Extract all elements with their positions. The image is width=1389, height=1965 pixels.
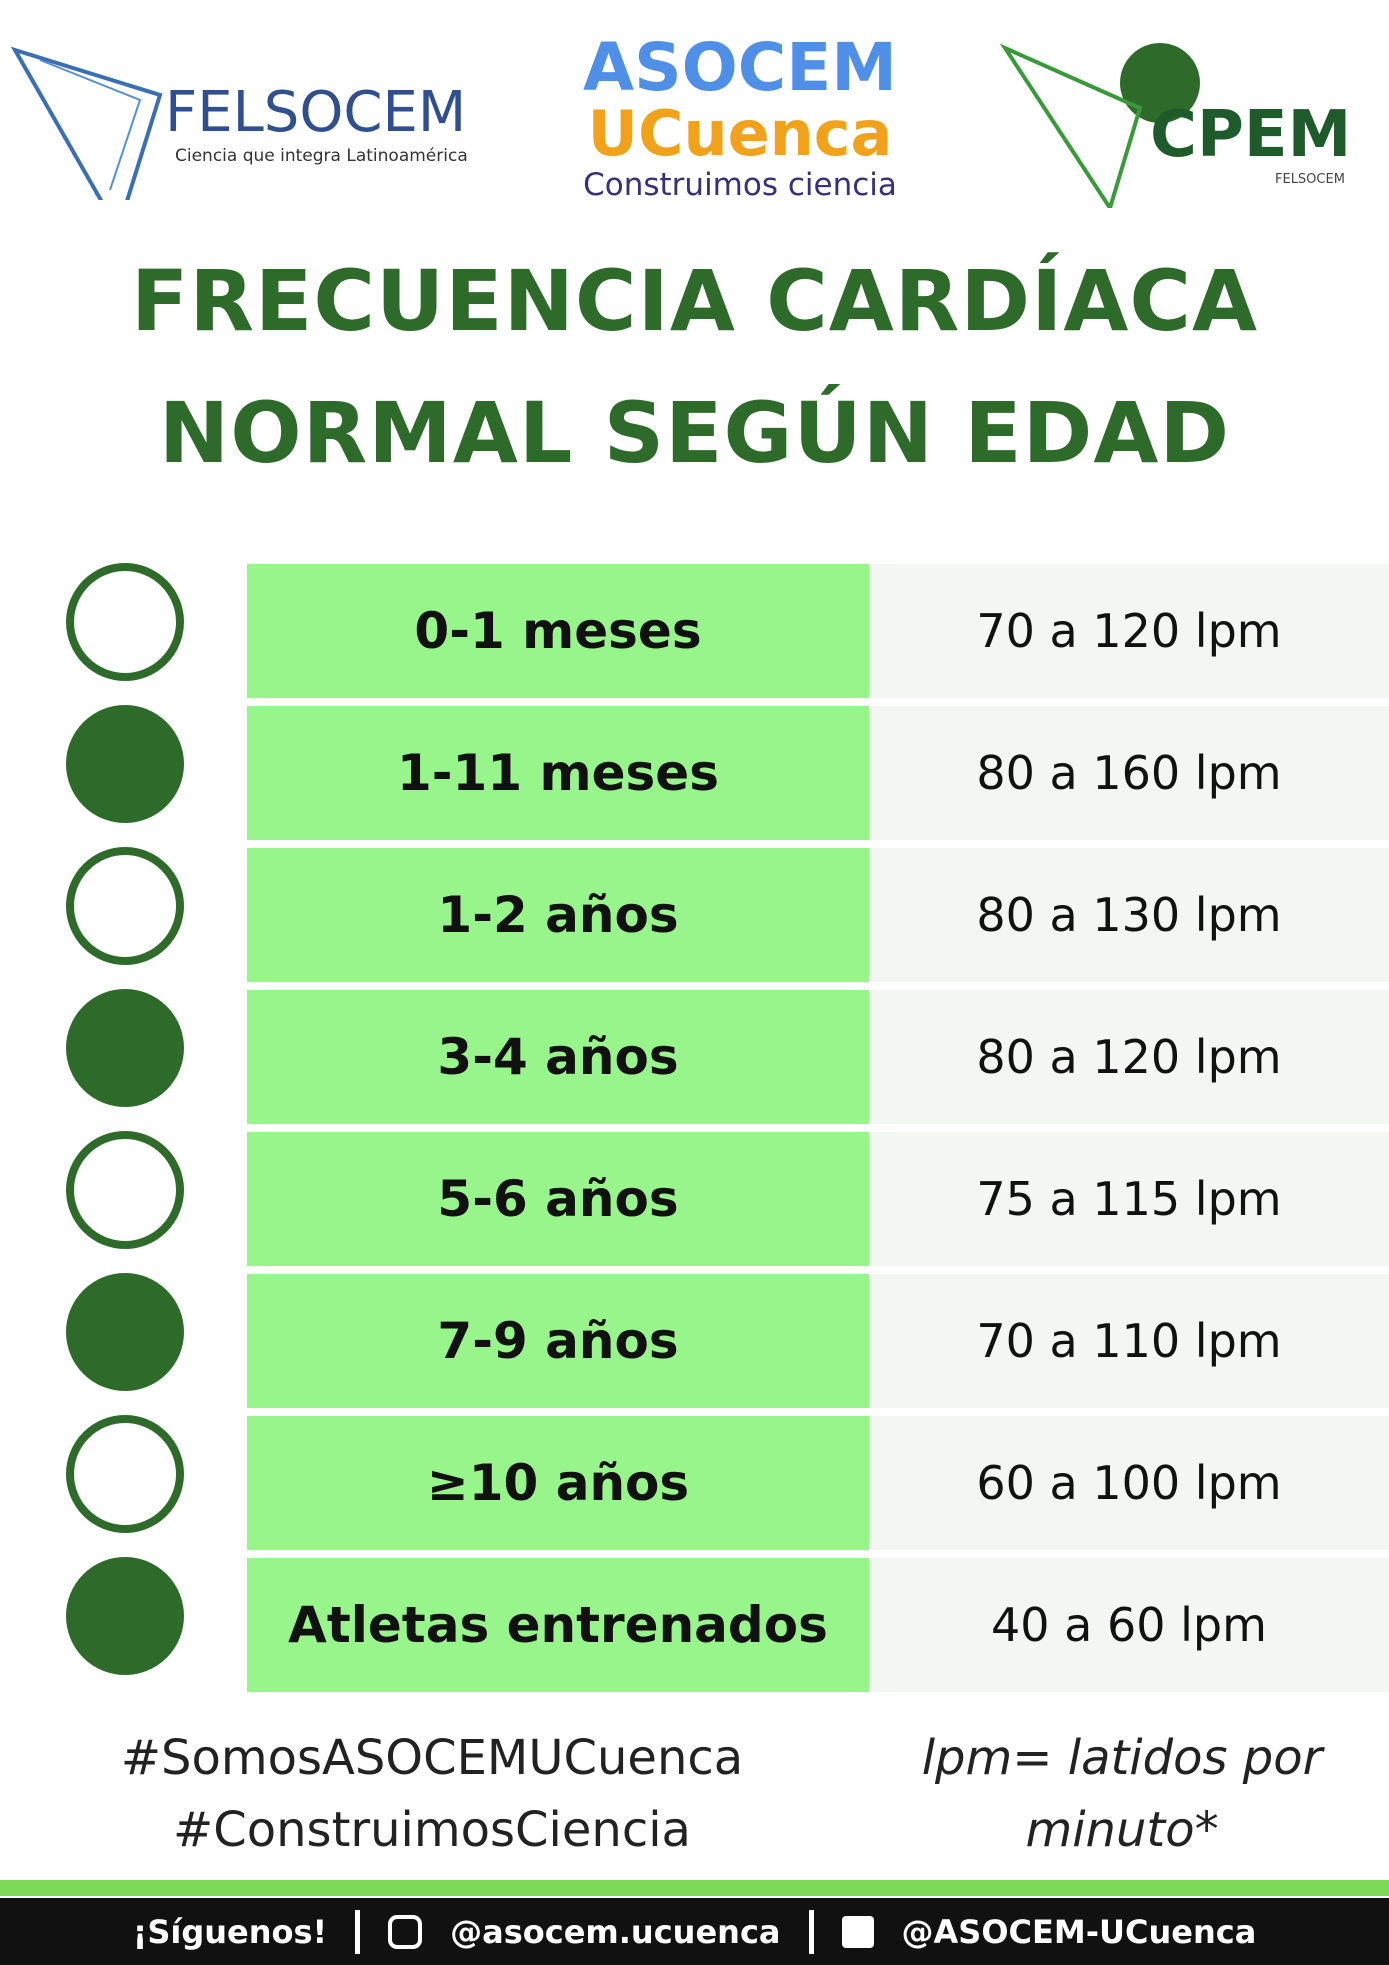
follow-text: ¡Síguenos! xyxy=(132,1912,328,1951)
facebook-handle[interactable]: @ASOCEM-UCuenca xyxy=(901,1912,1257,1951)
rate-cell: 80 a 130 lpm xyxy=(869,848,1389,982)
note: minuto* xyxy=(1025,1802,1219,1858)
instagram-handle[interactable]: @asocem.ucuenca xyxy=(450,1912,781,1951)
hashtag: #ConstruimosCiencia xyxy=(173,1802,691,1858)
age-icon xyxy=(66,705,184,823)
age-cell: ≥10 años xyxy=(247,1416,869,1550)
asocem-logo: ASOCEM UCuenca Construimos ciencia xyxy=(560,29,920,204)
cpem-mark xyxy=(1000,43,1200,208)
felsocem-tagline: Ciencia que integra Latinoamérica xyxy=(175,146,468,166)
separator xyxy=(355,1909,361,1954)
age-cell: 0-1 meses xyxy=(247,564,869,698)
asocem-city: UCuenca xyxy=(587,97,893,170)
age-cell: Atletas entrenados xyxy=(247,1558,869,1692)
age-icon xyxy=(66,563,184,681)
age-icon xyxy=(66,847,184,965)
felsocem-logo: FELSOCEM Ciencia que integra Latinoaméri… xyxy=(10,40,470,200)
footer-bar: ¡Síguenos! @asocem.ucuenca @ASOCEM-UCuen… xyxy=(0,1898,1389,1965)
hashtag: #SomosASOCEMUCuenca xyxy=(120,1730,744,1786)
age-cell: 1-2 años xyxy=(247,848,869,982)
age-cell: 3-4 años xyxy=(247,990,869,1124)
title-line: FRECUENCIA CARDÍACA xyxy=(130,252,1259,350)
cpem-logo: CPEM FELSOCEM xyxy=(1000,38,1360,208)
divider xyxy=(0,1880,1389,1896)
cpem-name: CPEM xyxy=(1150,98,1352,172)
age-icon xyxy=(66,989,184,1107)
rate-cell: 70 a 110 lpm xyxy=(869,1274,1389,1408)
separator xyxy=(808,1909,814,1954)
age-cell: 5-6 años xyxy=(247,1132,869,1266)
felsocem-mark xyxy=(10,46,163,200)
rate-cell: 80 a 160 lpm xyxy=(869,706,1389,840)
age-icons xyxy=(66,563,184,1675)
age-icon xyxy=(66,1131,184,1249)
rate-cell: 75 a 115 lpm xyxy=(869,1132,1389,1266)
instagram-icon xyxy=(388,1914,423,1949)
facebook-icon xyxy=(841,1915,874,1948)
age-icon xyxy=(66,1557,184,1675)
age-icon xyxy=(66,1273,184,1391)
rate-cell: 80 a 120 lpm xyxy=(869,990,1389,1124)
felsocem-name: FELSOCEM xyxy=(165,80,467,145)
asocem-tagline: Construimos ciencia xyxy=(583,167,897,203)
note: lpm= latidos por xyxy=(921,1730,1323,1786)
asocem-name: ASOCEM xyxy=(583,29,897,106)
age-icon xyxy=(66,1415,184,1533)
age-cell: 7-9 años xyxy=(247,1274,869,1408)
rate-cell: 40 a 60 lpm xyxy=(869,1558,1389,1692)
rate-cell: 70 a 120 lpm xyxy=(869,564,1389,698)
age-cell: 1-11 meses xyxy=(247,706,869,840)
rate-cell: 60 a 100 lpm xyxy=(869,1416,1389,1550)
title-line: NORMAL SEGÚN EDAD xyxy=(158,384,1231,482)
cpem-sub: FELSOCEM xyxy=(1275,172,1345,187)
